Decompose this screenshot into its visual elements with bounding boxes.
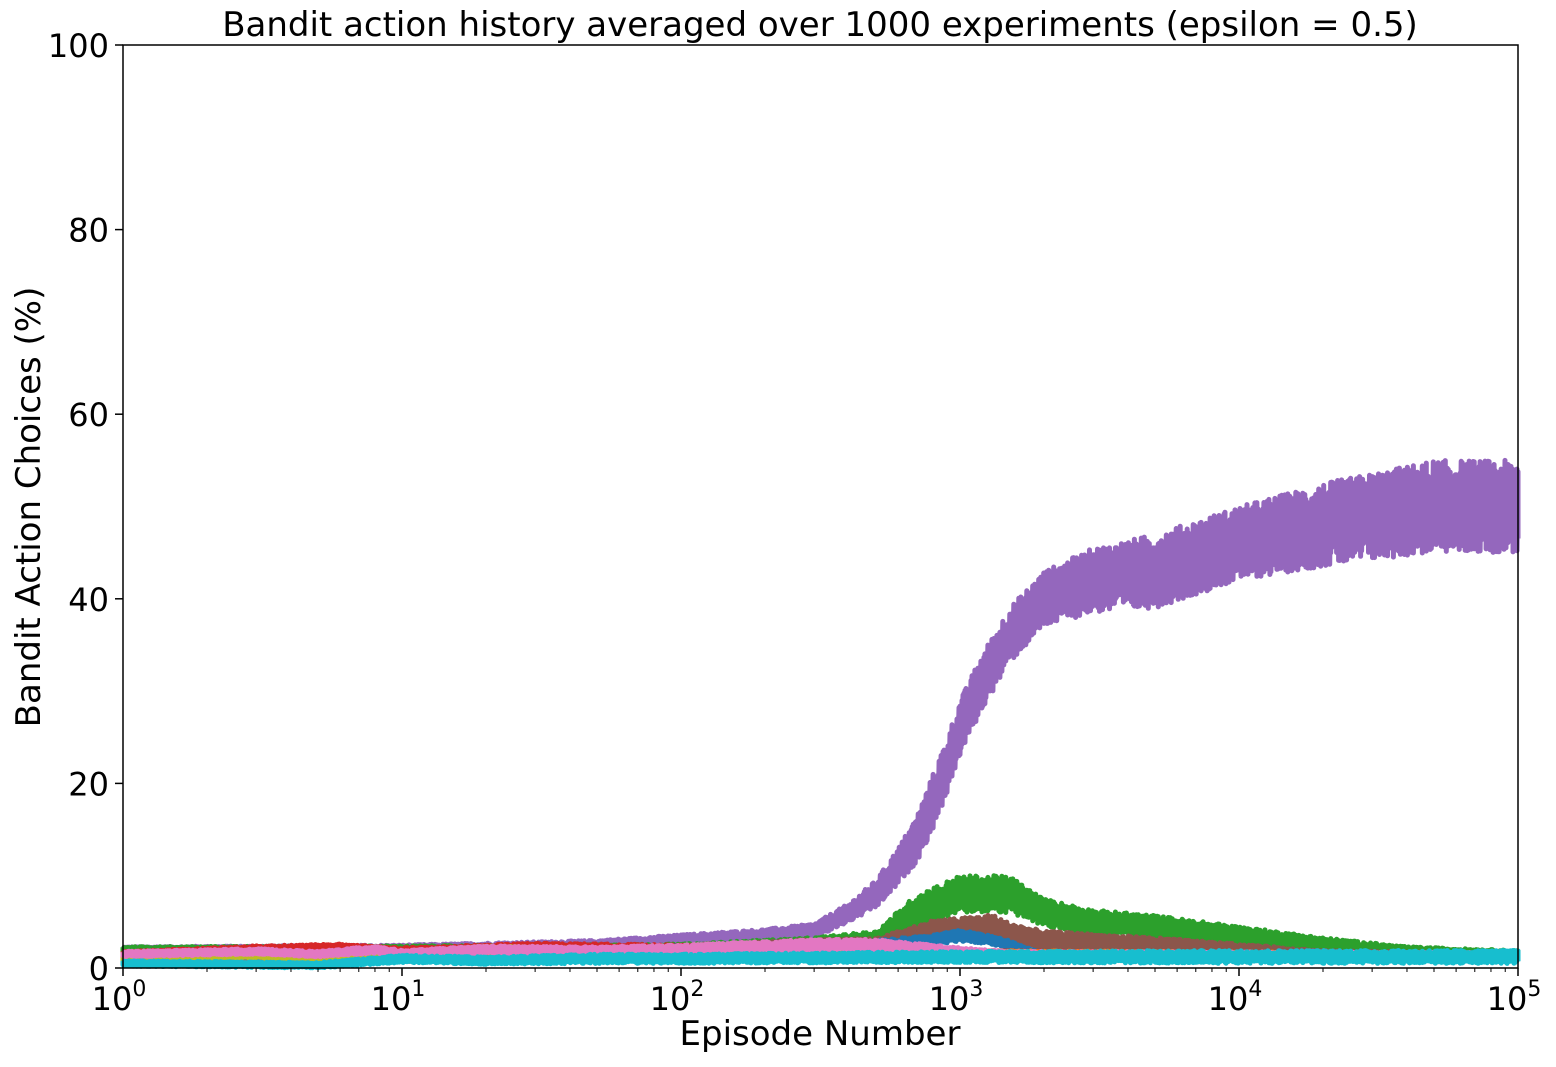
x-tick-label: 103: [929, 977, 984, 1018]
x-tick-label: 104: [1208, 977, 1263, 1018]
x-tick-label: 101: [371, 977, 426, 1018]
y-tick-label: 0: [89, 950, 109, 988]
series-layer: [120, 457, 1521, 971]
x-axis: 100 101 102 103 104 105: [92, 968, 1542, 1018]
y-tick-label: 80: [68, 212, 109, 250]
x-axis-label: Episode Number: [680, 1014, 961, 1054]
x-tick-label: 100: [92, 977, 147, 1018]
series-10: [120, 948, 1521, 971]
y-tick-label: 60: [68, 396, 109, 434]
chart-title: Bandit action history averaged over 1000…: [222, 5, 1418, 45]
y-tick-label: 100: [48, 27, 109, 65]
plot-frame: [122, 44, 1519, 969]
series-1: [120, 457, 1521, 957]
y-tick-label: 40: [68, 581, 109, 619]
x-tick-label: 102: [650, 977, 705, 1018]
series-line: [120, 948, 1521, 971]
series-line: [120, 457, 1521, 957]
y-axis: 0 20 40 60 80 100: [48, 27, 123, 988]
y-axis-label: Bandit Action Choices (%): [9, 287, 49, 728]
x-tick-label: 105: [1487, 977, 1542, 1018]
y-tick-label: 20: [68, 765, 109, 803]
